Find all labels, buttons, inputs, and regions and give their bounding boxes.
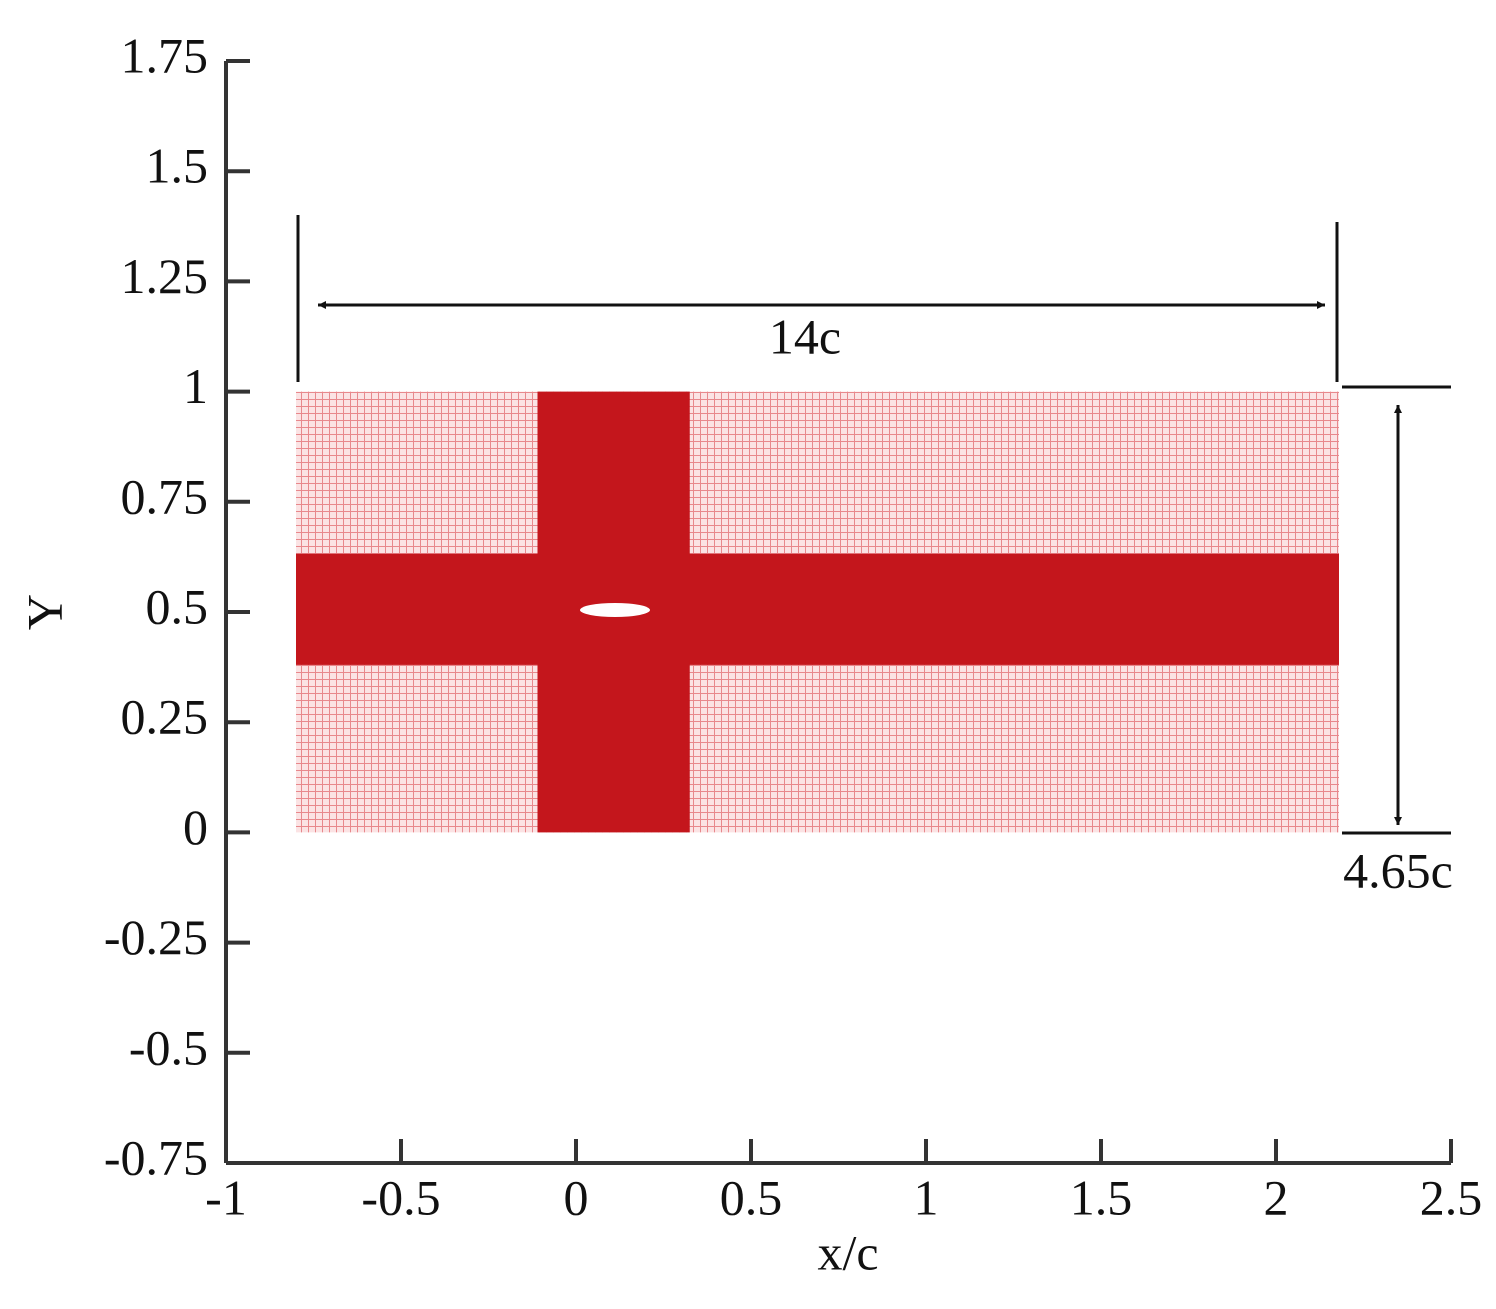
y-tick-label: 0.5 [146, 578, 209, 634]
y-tick-label: -0.5 [129, 1019, 208, 1075]
refined-region [296, 553, 1339, 665]
y-tick-label: 0.75 [121, 468, 209, 524]
x-axis-label: x/c [817, 1224, 878, 1280]
x-tick-label: 0.5 [720, 1169, 783, 1225]
y-tick-label: 0.25 [121, 689, 209, 745]
mesh [296, 391, 1339, 833]
y-tick-label: 0 [183, 799, 208, 855]
y-tick-label: 1.25 [121, 248, 209, 304]
x-tick-label: 0 [564, 1169, 589, 1225]
y-tick-label: -0.25 [104, 909, 208, 965]
annotation: 4.65c [1343, 842, 1453, 898]
x-tick-label: 1 [914, 1169, 939, 1225]
y-tick-label: 1.75 [121, 27, 209, 83]
x-tick-label: -1 [205, 1169, 247, 1225]
y-tick-label: -0.75 [104, 1129, 208, 1185]
x-tick-label: 1.5 [1070, 1169, 1133, 1225]
y-tick-label: 1 [183, 358, 208, 414]
annotation: 14c [769, 308, 841, 364]
airfoil [580, 603, 650, 617]
y-tick-label: 1.5 [146, 138, 209, 194]
x-tick-label: -0.5 [361, 1169, 440, 1225]
x-tick-label: 2.5 [1420, 1169, 1483, 1225]
x-tick-label: 2 [1264, 1169, 1289, 1225]
y-axis-label: Y [16, 594, 72, 630]
